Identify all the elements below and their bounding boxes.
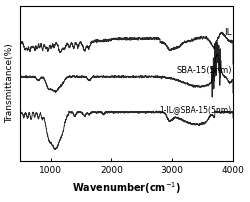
Text: SBA-15(5nm): SBA-15(5nm): [176, 66, 232, 75]
X-axis label: Wavenumber(cm$^{-1}$): Wavenumber(cm$^{-1}$): [72, 181, 181, 196]
Y-axis label: Transmittance(%): Transmittance(%): [6, 43, 15, 123]
Text: 1-IL@SBA-15(5nm): 1-IL@SBA-15(5nm): [160, 105, 232, 114]
Text: IL: IL: [224, 28, 232, 37]
